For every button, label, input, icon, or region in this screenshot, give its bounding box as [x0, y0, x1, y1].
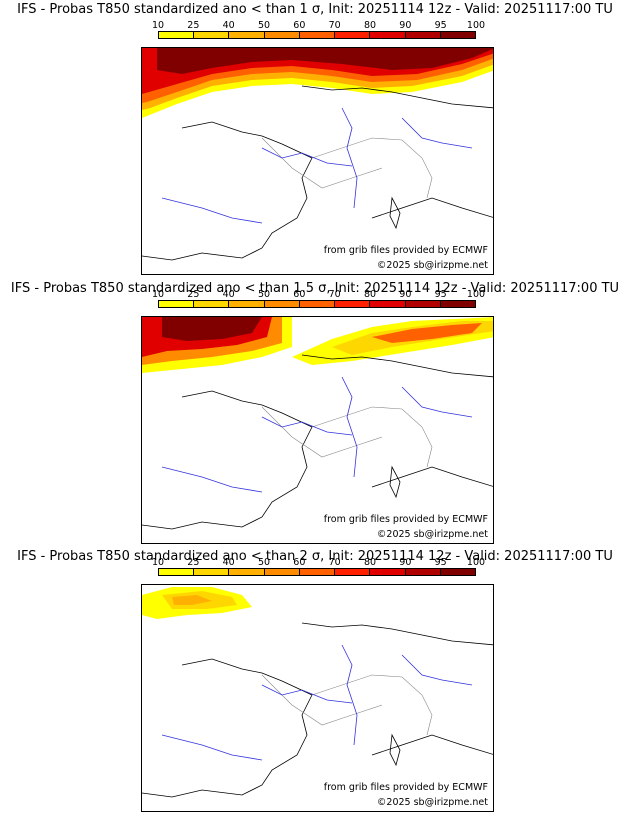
scale-color-step [299, 32, 336, 38]
panel-1-credit-copyright: ©2025 sb@irizpme.net [376, 260, 488, 271]
scale-color-step [229, 301, 265, 307]
scale-color-step [440, 301, 475, 307]
panel-1-map-graphic [142, 48, 493, 261]
scale-color-step [229, 569, 265, 575]
panel-1-map: from grib files provided by ECMWF ©2025 … [141, 47, 494, 275]
scale-tick-label: 25 [187, 20, 200, 31]
scale-tick-label: 50 [257, 557, 271, 568]
scale-tick-label: 10 [151, 289, 165, 300]
scale-color-step [264, 569, 300, 575]
panel-1-title: IFS - Probas T850 standardized ano < tha… [17, 2, 613, 17]
panel-1-credit-source: from grib files provided by ECMWF [323, 245, 488, 256]
scale-color-step [335, 301, 371, 307]
scale-tick-label: 95 [434, 20, 447, 31]
scale-color-step [299, 301, 336, 307]
panel-2-color-scale: 10 25 40 50 60 70 80 90 95 100 [152, 289, 485, 310]
panel-3-map: from grib files provided by ECMWF ©2025 … [141, 584, 494, 812]
scale-tick-label: 80 [363, 557, 377, 568]
panel-2-scale-labels: 10 25 40 50 60 70 80 90 95 100 [152, 289, 485, 300]
scale-color-step [159, 569, 195, 575]
scale-tick-label: 50 [257, 20, 271, 31]
panel-2-map: from grib files provided by ECMWF ©2025 … [141, 316, 494, 544]
scale-color-step [370, 32, 406, 38]
scale-tick-label: 60 [293, 289, 306, 300]
scale-color-step [405, 569, 441, 575]
scale-color-step [264, 32, 300, 38]
scale-tick-label: 25 [187, 289, 200, 300]
panel-2-credit-source: from grib files provided by ECMWF [323, 514, 488, 525]
scale-tick-label: 100 [466, 557, 486, 568]
scale-tick-label: 10 [151, 557, 165, 568]
scale-tick-label: 100 [466, 20, 486, 31]
scale-tick-label: 60 [293, 20, 306, 31]
scale-tick-label: 95 [434, 557, 447, 568]
scale-color-step [440, 32, 475, 38]
scale-tick-label: 80 [363, 289, 377, 300]
panel-1-scale-labels: 10 25 40 50 60 70 80 90 95 100 [152, 20, 485, 31]
panel-1-scale-bar [158, 31, 476, 39]
panel-3-map-graphic [142, 587, 493, 798]
panel-2-title: IFS - Probas T850 standardized ano < tha… [10, 281, 620, 296]
panel-2-credit-copyright: ©2025 sb@irizpme.net [376, 529, 488, 540]
scale-tick-label: 70 [328, 289, 341, 300]
scale-color-step [264, 301, 300, 307]
scale-color-step [194, 301, 230, 307]
scale-color-step [229, 32, 265, 38]
scale-tick-label: 100 [466, 289, 486, 300]
scale-tick-label: 70 [328, 557, 341, 568]
scale-color-step [159, 32, 195, 38]
panel-3-credit-copyright: ©2025 sb@irizpme.net [376, 797, 488, 808]
panel-3-title: IFS - Probas T850 standardized ano < tha… [17, 549, 613, 564]
scale-color-step [405, 301, 441, 307]
scale-tick-label: 50 [257, 289, 271, 300]
panel-3-color-scale: 10 25 40 50 60 70 80 90 95 100 [152, 557, 485, 578]
scale-color-step [335, 569, 371, 575]
scale-tick-label: 90 [399, 289, 412, 300]
scale-tick-label: 40 [222, 557, 235, 568]
panel-3-scale-labels: 10 25 40 50 60 70 80 90 95 100 [152, 557, 485, 568]
scale-color-step [440, 569, 475, 575]
scale-tick-label: 60 [293, 557, 306, 568]
scale-tick-label: 10 [151, 20, 165, 31]
scale-tick-label: 70 [328, 20, 341, 31]
panel-2-map-graphic [142, 317, 493, 530]
scale-color-step [159, 301, 195, 307]
panel-3-scale-bar [158, 568, 476, 576]
panel-1-color-scale: 10 25 40 50 60 70 80 90 95 100 [152, 20, 485, 41]
scale-color-step [299, 569, 336, 575]
panel-3-credit-source: from grib files provided by ECMWF [323, 782, 488, 793]
scale-tick-label: 40 [222, 20, 235, 31]
scale-color-step [370, 569, 406, 575]
scale-tick-label: 90 [399, 557, 412, 568]
scale-color-step [335, 32, 371, 38]
scale-tick-label: 95 [434, 289, 447, 300]
panel-2-scale-bar [158, 300, 476, 308]
scale-color-step [405, 32, 441, 38]
scale-color-step [370, 301, 406, 307]
scale-color-step [194, 32, 230, 38]
scale-color-step [194, 569, 230, 575]
scale-tick-label: 80 [363, 20, 377, 31]
scale-tick-label: 90 [399, 20, 412, 31]
scale-tick-label: 25 [187, 557, 200, 568]
scale-tick-label: 40 [222, 289, 235, 300]
